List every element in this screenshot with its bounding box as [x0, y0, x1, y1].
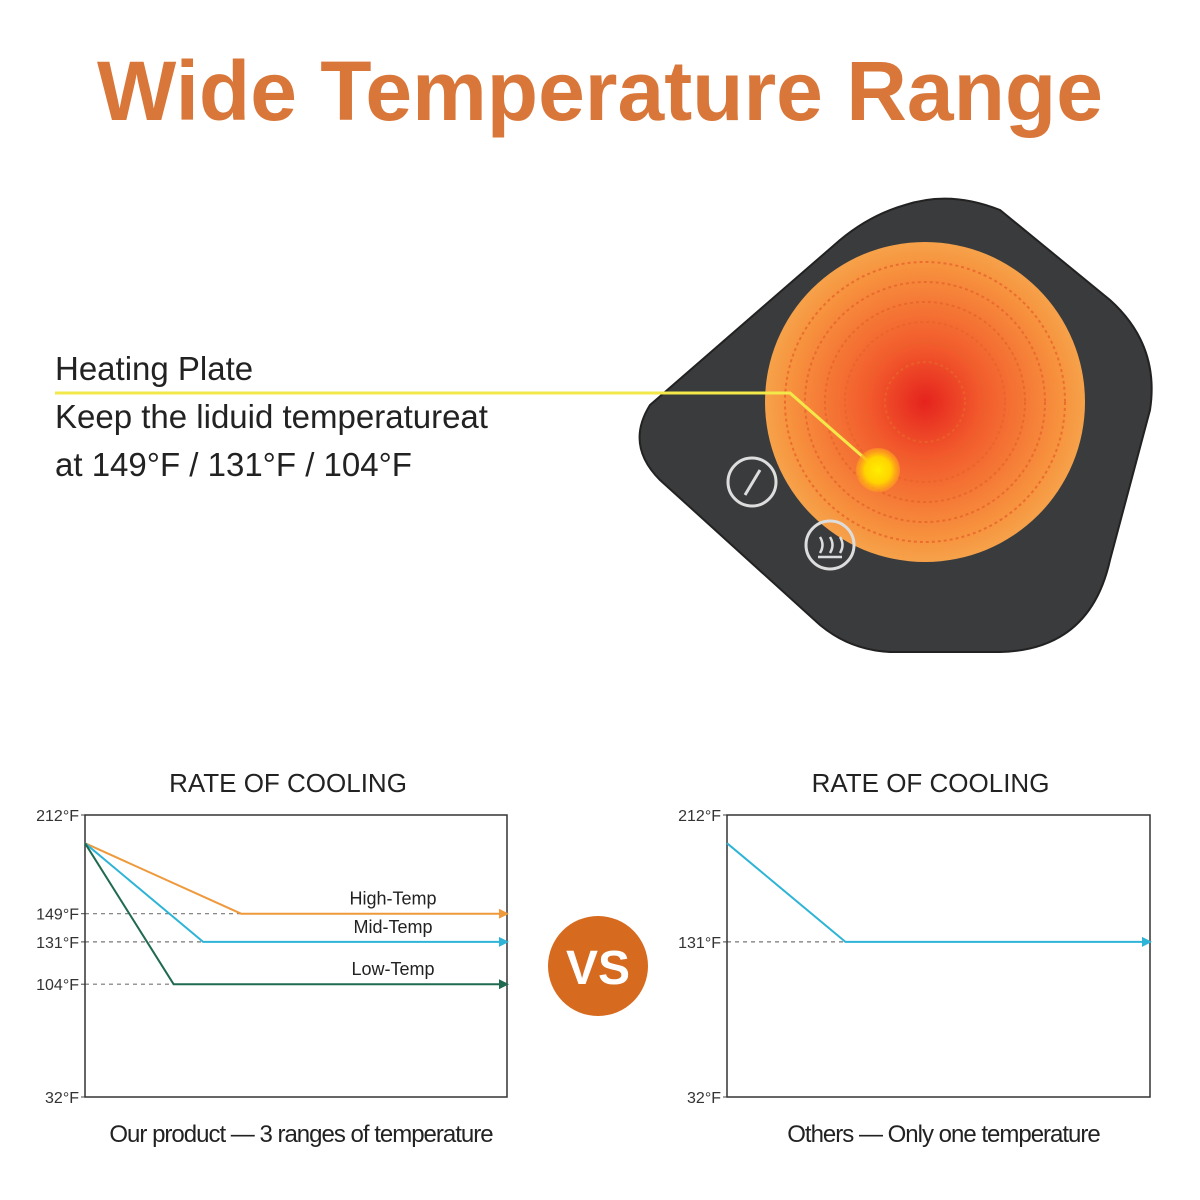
chart-title: RATE OF COOLING [812, 768, 1050, 798]
callout-text: at 149°F / 131°F / 104°F [55, 446, 412, 483]
vs-badge [548, 916, 648, 1016]
y-tick-label: 131°F [36, 935, 79, 952]
plot-frame [726, 814, 1151, 1098]
plot-frame [84, 814, 508, 1098]
chart-caption: Our product — 3 ranges of temperature [109, 1121, 493, 1148]
y-tick-label: 149°F [36, 907, 79, 924]
chart-title: RATE OF COOLING [169, 768, 407, 798]
series-line [84, 842, 509, 990]
y-tick-label: 212°F [678, 808, 721, 825]
callout-heading: Heating Plate [55, 350, 253, 387]
callout-text: Keep the liduid temperatureat [55, 398, 488, 435]
vs-text: VS [566, 942, 630, 995]
product [55, 197, 1153, 653]
chart-caption: Others — Only one temperature [787, 1121, 1100, 1148]
y-tick-label: 32°F [45, 1090, 79, 1107]
series-line [726, 842, 1152, 947]
series-label: Low-Temp [352, 959, 435, 979]
y-tick-label: 131°F [678, 935, 721, 952]
y-tick-label: 104°F [36, 977, 79, 994]
series-label: High-Temp [350, 889, 437, 909]
series-line [84, 842, 509, 947]
series-line [84, 842, 509, 919]
series-label: Mid-Temp [354, 917, 433, 937]
title: Wide Temperature Range [97, 44, 1103, 138]
y-tick-label: 212°F [36, 808, 79, 825]
y-tick-label: 32°F [687, 1090, 721, 1107]
